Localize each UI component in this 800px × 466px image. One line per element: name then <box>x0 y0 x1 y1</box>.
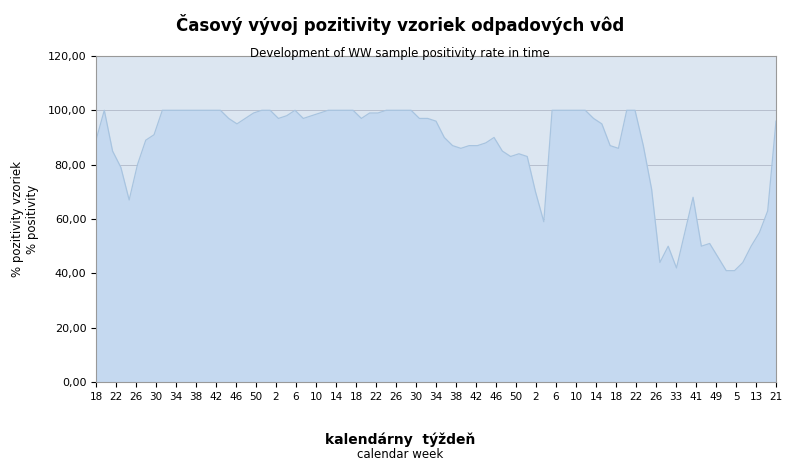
Text: Časový vývoj pozitivity vzoriek odpadových vôd: Časový vývoj pozitivity vzoriek odpadový… <box>176 14 624 35</box>
Text: calendar week: calendar week <box>357 448 443 461</box>
Y-axis label: % pozitivity vzoriek
% positivity: % pozitivity vzoriek % positivity <box>11 161 39 277</box>
Text: kalendárny  týždeň: kalendárny týždeň <box>325 433 475 447</box>
Text: Development of WW sample positivity rate in time: Development of WW sample positivity rate… <box>250 47 550 60</box>
